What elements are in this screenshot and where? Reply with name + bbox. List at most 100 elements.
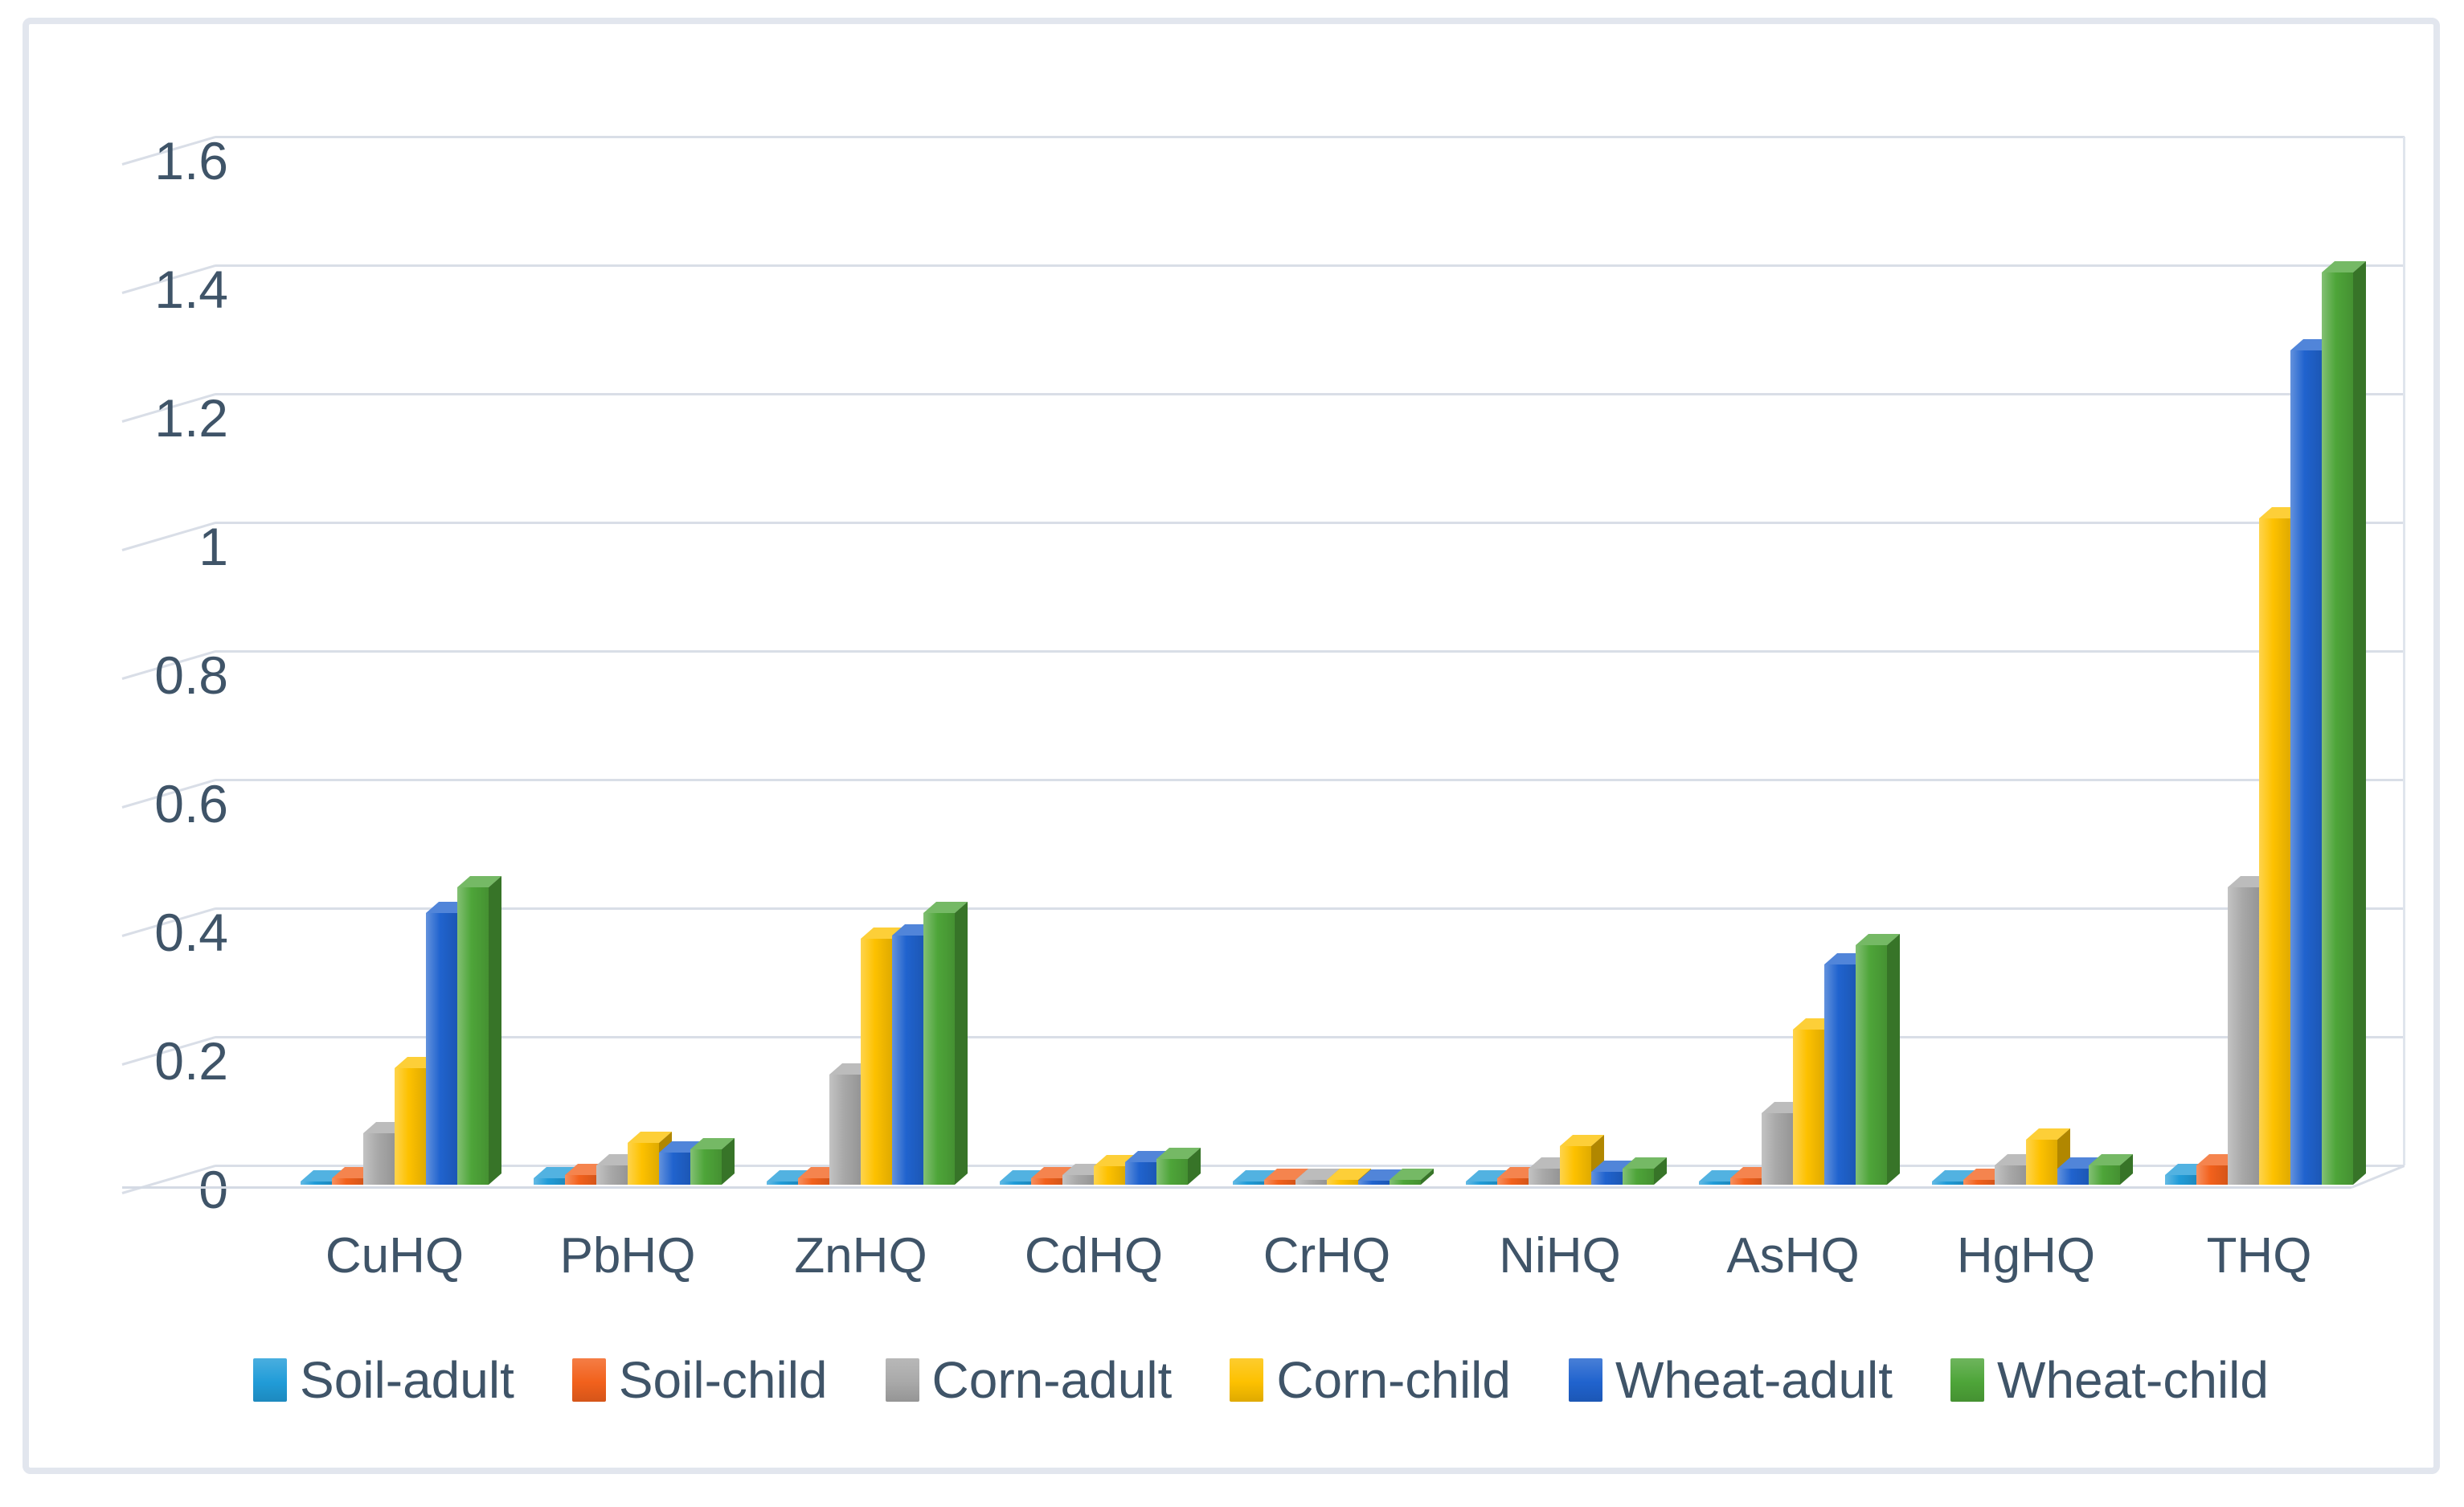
bar-top-face	[1390, 1169, 1434, 1180]
bar-front-face	[363, 1133, 395, 1185]
legend-item-wheat-child: Wheat-child	[1950, 1352, 2269, 1408]
y-axis-tick-label: 0.4	[154, 903, 228, 962]
gridline	[215, 1036, 2405, 1038]
legend-item-wheat-adult: Wheat-adult	[1568, 1351, 1893, 1409]
bar-front-face	[1466, 1181, 1497, 1185]
bar-front-face	[1560, 1146, 1591, 1185]
legend-label: Wheat-child	[1997, 1351, 2269, 1409]
bar-front-face	[457, 887, 489, 1185]
y-axis-tick-label: 0.8	[154, 645, 228, 705]
bar-front-face	[1856, 945, 1887, 1185]
bar-wheat-child-pbhq	[690, 1138, 735, 1185]
legend-label: Soil-adult	[300, 1351, 514, 1409]
bar-front-face	[426, 913, 457, 1185]
bar-front-face	[1264, 1180, 1295, 1185]
y-axis-tick-label: 1.2	[154, 388, 228, 448]
y-axis-tick-label: 1.4	[154, 260, 228, 319]
bar-top-face	[1156, 1148, 1201, 1159]
bar-front-face	[596, 1165, 628, 1185]
x-axis-label-ashq: AsHQ	[1726, 1228, 1860, 1284]
bar-top-face	[628, 1132, 672, 1143]
bar-front-face	[2322, 272, 2353, 1185]
legend-item-corn-adult: Corn-adult	[885, 1352, 1172, 1408]
x-axis-label-nihq: NiHQ	[1499, 1228, 1621, 1284]
bar-front-face	[1031, 1178, 1062, 1185]
bar-front-face	[690, 1149, 722, 1185]
bar-front-face	[1358, 1181, 1390, 1185]
bar-front-face	[301, 1181, 332, 1185]
bar-wheat-child-ashq	[1856, 934, 1900, 1185]
bar-front-face	[565, 1175, 596, 1185]
y-axis-tick-label: 0.2	[154, 1031, 228, 1091]
gridline	[215, 264, 2405, 267]
bar-front-face	[798, 1178, 829, 1185]
bar-front-face	[534, 1178, 565, 1185]
bar-front-face	[2228, 887, 2259, 1185]
bar-wheat-child-thq	[2322, 261, 2366, 1185]
bar-front-face	[1390, 1180, 1421, 1185]
bar-top-face	[923, 902, 968, 913]
bar-front-face	[1824, 964, 1856, 1185]
x-axis-label-hghq: HgHQ	[1956, 1228, 2096, 1284]
bar-wheat-child-znhq	[923, 902, 968, 1185]
bar-front-face	[2290, 350, 2322, 1185]
bar-front-face	[767, 1181, 798, 1185]
gridline	[215, 907, 2405, 910]
legend-item-corn-child: Corn-child	[1230, 1352, 1511, 1408]
bar-top-face	[690, 1138, 735, 1149]
legend-swatch-soil-adult-icon	[253, 1358, 288, 1402]
bar-side-face	[722, 1138, 735, 1185]
bar-side-face	[489, 876, 501, 1185]
legend-swatch-corn-adult-icon	[885, 1358, 919, 1402]
gridline	[215, 136, 2405, 138]
bar-front-face	[1156, 1159, 1188, 1185]
y-axis-tick-label: 1	[199, 517, 228, 576]
gridline	[215, 1165, 2405, 1167]
figure-border: 0 0.2 0.4 0.6 0.8 1 1.2 1.4 1.6 CuHQ PbHQ ZnHQ CdHQ…	[23, 18, 2440, 1474]
plot-area: 0 0.2 0.4 0.6 0.8 1 1.2 1.4 1.6 CuHQ PbHQ ZnHQ CdHQ…	[29, 24, 2433, 1468]
bar-top-face	[1327, 1169, 1371, 1180]
x-axis-label-znhq: ZnHQ	[794, 1228, 927, 1284]
bar-front-face	[1963, 1180, 1995, 1185]
bar-side-face	[2353, 261, 2366, 1185]
legend-label: Soil-child	[618, 1351, 828, 1409]
x-axis-label-crhq: CrHQ	[1263, 1228, 1391, 1284]
bar-side-face	[1188, 1148, 1201, 1185]
legend-label: Corn-child	[1276, 1351, 1511, 1409]
bar-top-face	[1264, 1169, 1308, 1180]
bar-front-face	[1793, 1030, 1824, 1185]
legend-swatch-corn-child-icon	[1230, 1358, 1264, 1402]
bar-front-face	[1762, 1113, 1793, 1185]
legend-swatch-soil-child-icon	[571, 1358, 606, 1402]
x-axis-label-cuhq: CuHQ	[325, 1228, 465, 1284]
bar-front-face	[1327, 1180, 1358, 1185]
bar-front-face	[1062, 1175, 1094, 1185]
bar-front-face	[1094, 1166, 1125, 1185]
bar-front-face	[1591, 1172, 1623, 1185]
bar-top-face	[457, 876, 501, 887]
bar-wheat-child-nihq	[1623, 1157, 1667, 1185]
bar-wheat-child-crhq	[1390, 1169, 1434, 1185]
bar-front-face	[2259, 518, 2290, 1185]
bar-front-face	[628, 1143, 659, 1185]
bar-front-face	[1932, 1181, 1963, 1185]
legend-item-soil-child: Soil-child	[571, 1351, 828, 1409]
gridline	[215, 779, 2405, 781]
bar-top-face	[2322, 261, 2366, 272]
legend-label: Wheat-adult	[1615, 1351, 1893, 1409]
gridline	[215, 522, 2405, 524]
bar-top-face	[1295, 1169, 1340, 1180]
bar-front-face	[1529, 1169, 1560, 1185]
y-axis-tick-label: 0.6	[154, 774, 228, 833]
bar-wheat-child-cdhq	[1156, 1148, 1201, 1185]
bar-side-face	[1887, 934, 1900, 1185]
bar-front-face	[2026, 1140, 2057, 1185]
legend: Soil-adult Soil-child Corn-adult Corn-child…	[29, 1352, 2464, 1408]
bar-front-face	[659, 1153, 690, 1185]
bar-top-face	[2026, 1128, 2070, 1140]
gridline	[215, 650, 2405, 653]
bar-front-face	[892, 936, 923, 1185]
bar-front-face	[1497, 1178, 1529, 1185]
bar-front-face	[861, 939, 892, 1185]
